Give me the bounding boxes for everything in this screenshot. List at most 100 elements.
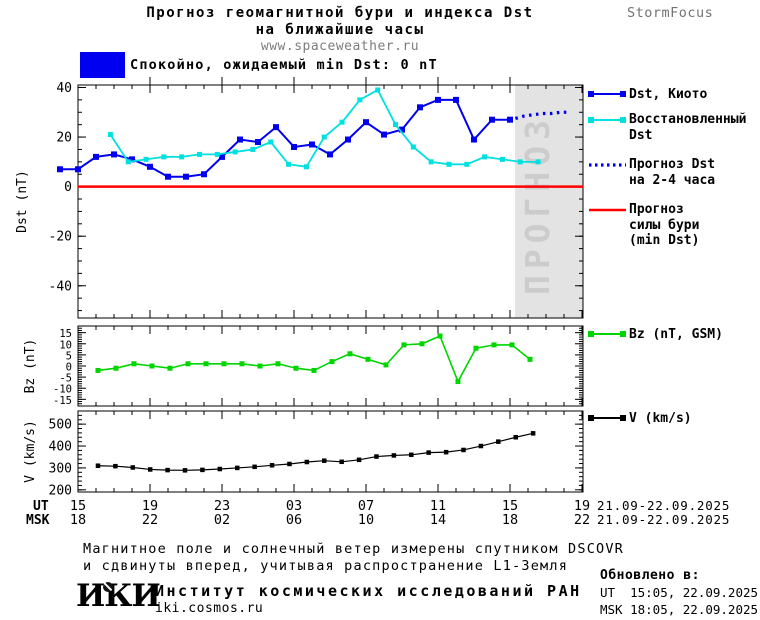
- brand-label: StormFocus: [627, 5, 714, 21]
- series-marker: [383, 362, 389, 368]
- y-axis-title: Bz (nT): [23, 339, 38, 394]
- series-marker: [517, 159, 523, 165]
- series-marker: [437, 333, 443, 339]
- series-line: [514, 110, 570, 121]
- series-marker: [453, 96, 459, 103]
- x-tick-label: 03: [286, 498, 302, 514]
- series-marker: [527, 356, 533, 362]
- legend-dst-kyoto: Dst, Киото: [629, 87, 708, 102]
- legend-key-marker: [588, 415, 594, 421]
- series-marker: [291, 143, 297, 150]
- series-marker: [419, 341, 425, 347]
- series-marker: [455, 379, 461, 385]
- series-marker: [482, 154, 488, 160]
- x-tick-label: 10: [358, 512, 374, 528]
- series-marker: [185, 361, 191, 367]
- iki-logo-globe-icon: [103, 582, 113, 592]
- series-marker: [111, 151, 117, 158]
- series-line: [60, 98, 510, 178]
- series-marker: [57, 166, 63, 173]
- x-tick-label: 02: [214, 512, 230, 528]
- y-tick-label: 300: [49, 461, 72, 476]
- series-marker: [401, 342, 407, 348]
- y-tick-label: -40: [49, 279, 72, 294]
- series-marker: [113, 365, 119, 371]
- y-tick-label: 40: [56, 81, 72, 96]
- source-site-url: www.spaceweather.ru: [260, 39, 420, 54]
- series-marker: [237, 136, 243, 143]
- series-marker: [293, 365, 299, 371]
- series-marker: [167, 365, 173, 371]
- legend-storm-strength: Прогноз силы бури (min Dst): [629, 202, 700, 248]
- legend-bz: Bz (nT, GSM): [629, 327, 723, 342]
- series-marker: [417, 104, 423, 111]
- series-marker: [535, 159, 541, 165]
- series-marker: [464, 161, 470, 167]
- series-marker: [182, 468, 188, 473]
- series-marker: [428, 159, 434, 165]
- x-axis-row-label: UT: [33, 499, 49, 514]
- updated-at-label: Обновлено в:: [600, 568, 700, 583]
- series-marker: [252, 464, 257, 470]
- series-marker: [125, 159, 131, 165]
- y-tick-label: -5: [59, 373, 72, 385]
- legend-key-marker: [588, 117, 594, 123]
- series-marker: [113, 463, 118, 469]
- y-tick-label: 500: [49, 418, 72, 433]
- series-marker: [381, 131, 387, 138]
- x-axis-date-label: 21.09-22.09.2025: [597, 512, 730, 527]
- series-marker: [499, 156, 505, 162]
- series-marker: [147, 163, 153, 170]
- series-marker: [286, 161, 292, 167]
- institute-name: Институт космических исследований РАН: [155, 582, 582, 600]
- series-marker: [304, 459, 310, 465]
- series-marker: [203, 361, 209, 367]
- series-marker: [161, 154, 167, 160]
- series-marker: [130, 465, 136, 470]
- series-marker: [287, 461, 292, 467]
- series-marker: [409, 452, 414, 458]
- series-marker: [363, 119, 369, 126]
- y-tick-label: -10: [53, 384, 72, 396]
- iki-logo: ИКИ: [76, 581, 161, 612]
- series-marker: [239, 361, 245, 367]
- series-marker: [309, 141, 315, 148]
- updated-at-ut: UT 15:05, 22.09.2025: [600, 585, 759, 600]
- series-marker: [275, 361, 281, 367]
- series-marker: [179, 154, 185, 160]
- series-marker: [143, 156, 149, 162]
- series-marker: [339, 459, 344, 465]
- institute-site-url: iki.cosmos.ru: [155, 601, 264, 616]
- series-marker: [255, 139, 261, 146]
- legend-key-marker: [620, 91, 626, 97]
- x-tick-label: 15: [70, 498, 86, 514]
- legend-key-marker: [620, 331, 626, 337]
- data-source-note-line2: и сдвинуты вперед, учитывая распростране…: [83, 558, 569, 574]
- series-marker: [473, 345, 479, 351]
- page-title-line1: Прогноз геомагнитной бури и индекса Dst: [146, 5, 534, 21]
- legend-dst-forecast: Прогноз Dst на 2-4 часа: [629, 157, 716, 188]
- series-marker: [446, 161, 452, 167]
- series-marker: [268, 139, 274, 145]
- storm-status-text: Спокойно, ожидаемый min Dst: 0 nT: [130, 57, 438, 73]
- legend-key-marker: [588, 331, 594, 337]
- series-marker: [393, 122, 399, 128]
- series-marker: [214, 151, 220, 157]
- series-marker: [391, 453, 397, 458]
- x-tick-label: 11: [430, 498, 446, 514]
- y-tick-label: 0: [64, 180, 72, 195]
- series-marker: [426, 450, 431, 455]
- series-marker: [93, 153, 99, 160]
- series-marker: [374, 454, 379, 459]
- series-marker: [107, 132, 113, 138]
- series-marker: [95, 367, 101, 373]
- series-marker: [303, 164, 309, 170]
- series-marker: [221, 361, 227, 367]
- series-marker: [269, 463, 275, 468]
- series-marker: [339, 119, 345, 125]
- series-marker: [129, 156, 135, 163]
- series-marker: [399, 126, 405, 133]
- series-marker: [165, 467, 170, 473]
- forecast-region-label: ПРОГНОЗ: [518, 114, 557, 295]
